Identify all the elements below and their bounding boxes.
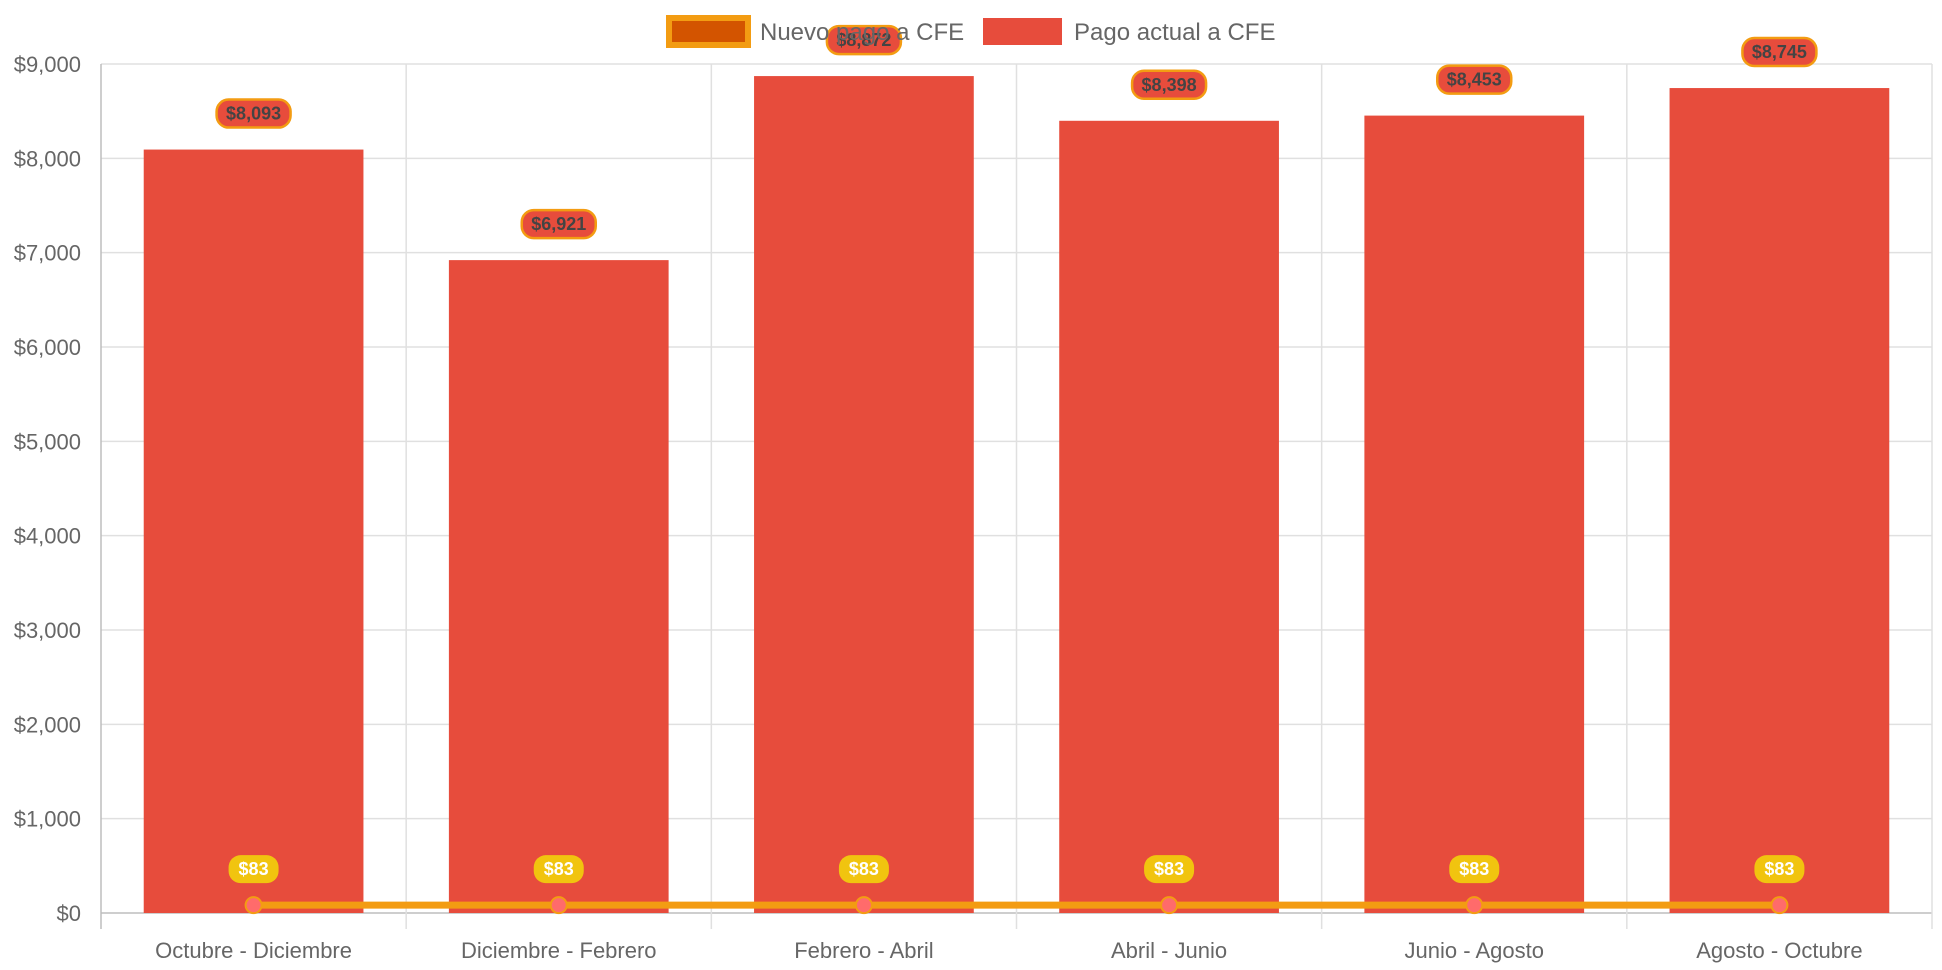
line-point	[854, 896, 873, 915]
data-labels: $8,093 $6,921 $8,872 $8,398 $8,453 $8,745 $83 $…	[215, 24, 1818, 884]
line-data-label: $83	[544, 859, 574, 879]
bar	[1364, 115, 1585, 913]
x-tick-label: Febrero - Abril	[794, 938, 933, 963]
y-tick-label: $8,000	[14, 146, 81, 171]
line-point	[1770, 896, 1789, 915]
legend-label: Pago actual a CFE	[1074, 19, 1275, 46]
bar-data-label: $8,745	[1752, 42, 1807, 62]
bar	[1669, 88, 1890, 914]
bar-label-badge	[825, 24, 903, 56]
bar	[448, 260, 669, 913]
y-tick-label: $5,000	[14, 429, 81, 454]
line-label-badge	[1754, 855, 1805, 884]
y-tick-label: $9,000	[14, 52, 81, 77]
bar-data-label: $8,872	[836, 30, 891, 50]
x-tick-label: Abril - Junio	[1111, 938, 1227, 963]
x-tick-label: Octubre - Diciembre	[155, 938, 352, 963]
legend-item-nuevo-pago[interactable]: Nuevo pago a CFE	[666, 15, 964, 48]
bar-label-badge	[520, 208, 597, 240]
bar	[754, 76, 974, 914]
line-point	[549, 896, 568, 915]
line-label-badge	[533, 855, 584, 884]
line-data-label: $83	[849, 859, 879, 879]
axes: $0 $1,000 $2,000 $3,000 $4,000 $5,000 $6,000 $7…	[14, 52, 1863, 963]
bar-label-badge	[1741, 36, 1818, 68]
grid	[100, 63, 1933, 929]
line-label-badge	[228, 855, 279, 884]
y-tick-label: $7,000	[14, 241, 81, 266]
legend-label: Nuevo pago a CFE	[760, 19, 964, 46]
line-point	[244, 896, 263, 915]
legend-swatch	[983, 18, 1062, 45]
y-tick-label: $0	[57, 901, 81, 926]
legend[interactable]: Nuevo pago a CFE Pago actual a CFE	[666, 15, 1275, 48]
line-data-label: $83	[1764, 859, 1794, 879]
x-tick-label: Agosto - Octubre	[1696, 938, 1862, 963]
bar-data-label: $6,921	[531, 214, 586, 234]
line-label-badge	[1144, 855, 1195, 884]
y-tick-label: $6,000	[14, 335, 81, 360]
y-tick-label: $2,000	[14, 712, 81, 737]
line-data-label: $83	[239, 859, 269, 879]
y-tick-label: $4,000	[14, 524, 81, 549]
line-data-label: $83	[1459, 859, 1489, 879]
line-label-badge	[1449, 855, 1500, 884]
line-series	[244, 896, 1789, 915]
legend-swatch	[666, 15, 751, 48]
line-point	[1160, 896, 1179, 915]
bar	[1059, 120, 1279, 913]
bar-data-label: $8,093	[226, 104, 281, 124]
y-tick-label: $3,000	[14, 618, 81, 643]
legend-item-pago-actual[interactable]: Pago actual a CFE	[983, 18, 1275, 46]
bar	[143, 149, 364, 914]
bar-label-badge	[215, 98, 292, 129]
bar-data-label: $8,453	[1447, 70, 1502, 90]
x-tick-label: Diciembre - Febrero	[461, 938, 657, 963]
bar-series	[143, 76, 1890, 914]
line-data-label: $83	[1154, 859, 1184, 879]
bar-label-badge	[1436, 64, 1513, 95]
x-tick-label: Junio - Agosto	[1405, 938, 1544, 963]
bar-data-label: $8,398	[1142, 75, 1197, 95]
line-point	[1465, 896, 1484, 915]
line-label-badge	[838, 855, 889, 884]
y-tick-label: $1,000	[14, 807, 81, 832]
bar-label-badge	[1130, 69, 1208, 101]
